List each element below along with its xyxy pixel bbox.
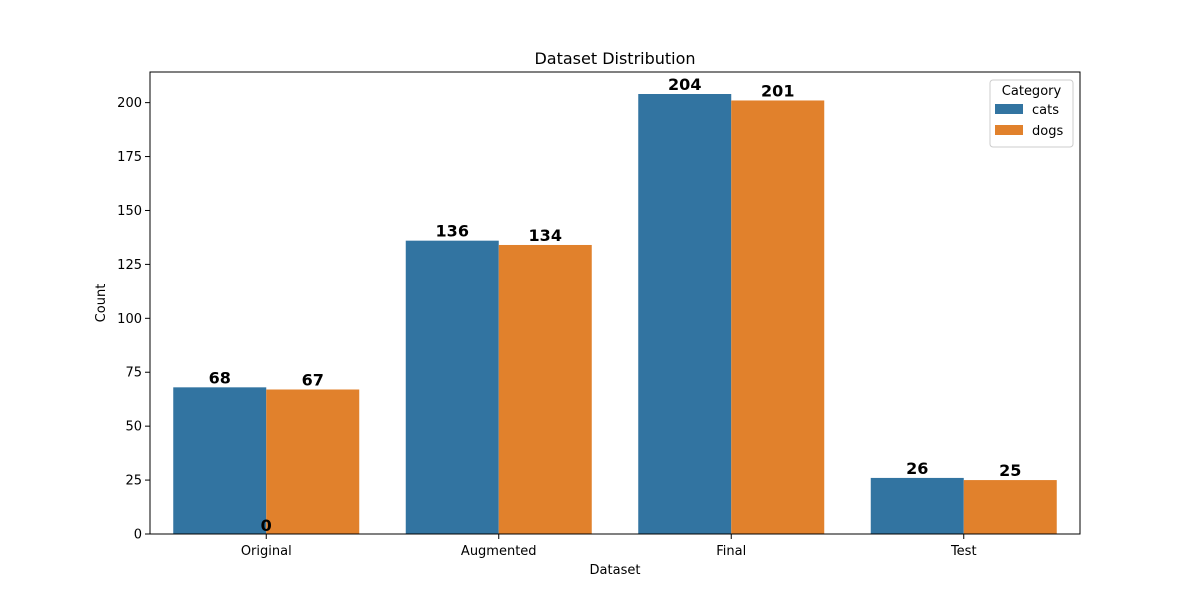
bar-augmented-cats [405, 240, 499, 534]
y-tick-label: 50 [125, 420, 142, 435]
y-axis: 0 25 50 75 100 125 150 175 200 [117, 96, 150, 543]
data-label-final-dogs: 201 [761, 81, 794, 100]
legend-title: Category [1002, 84, 1062, 99]
y-tick-label: 75 [125, 366, 142, 381]
x-axis: Original Augmented Final Test [241, 534, 977, 559]
bar-test-cats [870, 477, 964, 534]
legend-swatch-dogs [995, 125, 1023, 135]
y-tick-label: 175 [117, 150, 142, 165]
legend-swatch-cats [995, 104, 1023, 114]
y-tick-label: 0 [134, 528, 142, 543]
data-label-test-dogs: 25 [999, 461, 1021, 480]
data-label-test-cats: 26 [906, 459, 928, 478]
data-label-original-cats: 68 [209, 368, 231, 387]
y-tick-label: 100 [117, 312, 142, 327]
bar-original-cats [173, 387, 267, 534]
x-axis-label: Dataset [590, 563, 641, 578]
legend: Category cats dogs [989, 79, 1074, 148]
bar-test-dogs [963, 480, 1057, 534]
data-label-augmented-cats: 136 [436, 222, 469, 241]
bars-layer [173, 94, 1057, 535]
y-tick-label: 150 [117, 204, 142, 219]
y-tick-label: 125 [117, 258, 142, 273]
x-tick-label-original: Original [241, 544, 292, 559]
y-tick-label: 25 [125, 474, 142, 489]
x-tick-label-final: Final [716, 544, 746, 559]
legend-label-dogs: dogs [1032, 124, 1063, 139]
data-label-original-dogs: 67 [302, 370, 324, 389]
chart-title: Dataset Distribution [534, 49, 695, 68]
data-label-original-dogs-zero: 0 [261, 516, 272, 535]
bar-final-cats [638, 94, 732, 534]
bar-final-dogs [731, 100, 825, 535]
bar-augmented-dogs [498, 244, 592, 534]
x-tick-label-augmented: Augmented [461, 544, 537, 559]
legend-label-cats: cats [1032, 103, 1059, 118]
data-labels-layer: 68 67 136 134 204 201 26 25 0 [209, 75, 1022, 535]
y-tick-label: 200 [117, 96, 142, 111]
bar-original-dogs [266, 389, 360, 534]
x-tick-label-test: Test [950, 544, 977, 559]
data-label-final-cats: 204 [668, 75, 701, 94]
data-label-augmented-dogs: 134 [529, 226, 562, 245]
y-axis-label: Count [94, 284, 109, 323]
plot-area-frame [149, 71, 1081, 535]
